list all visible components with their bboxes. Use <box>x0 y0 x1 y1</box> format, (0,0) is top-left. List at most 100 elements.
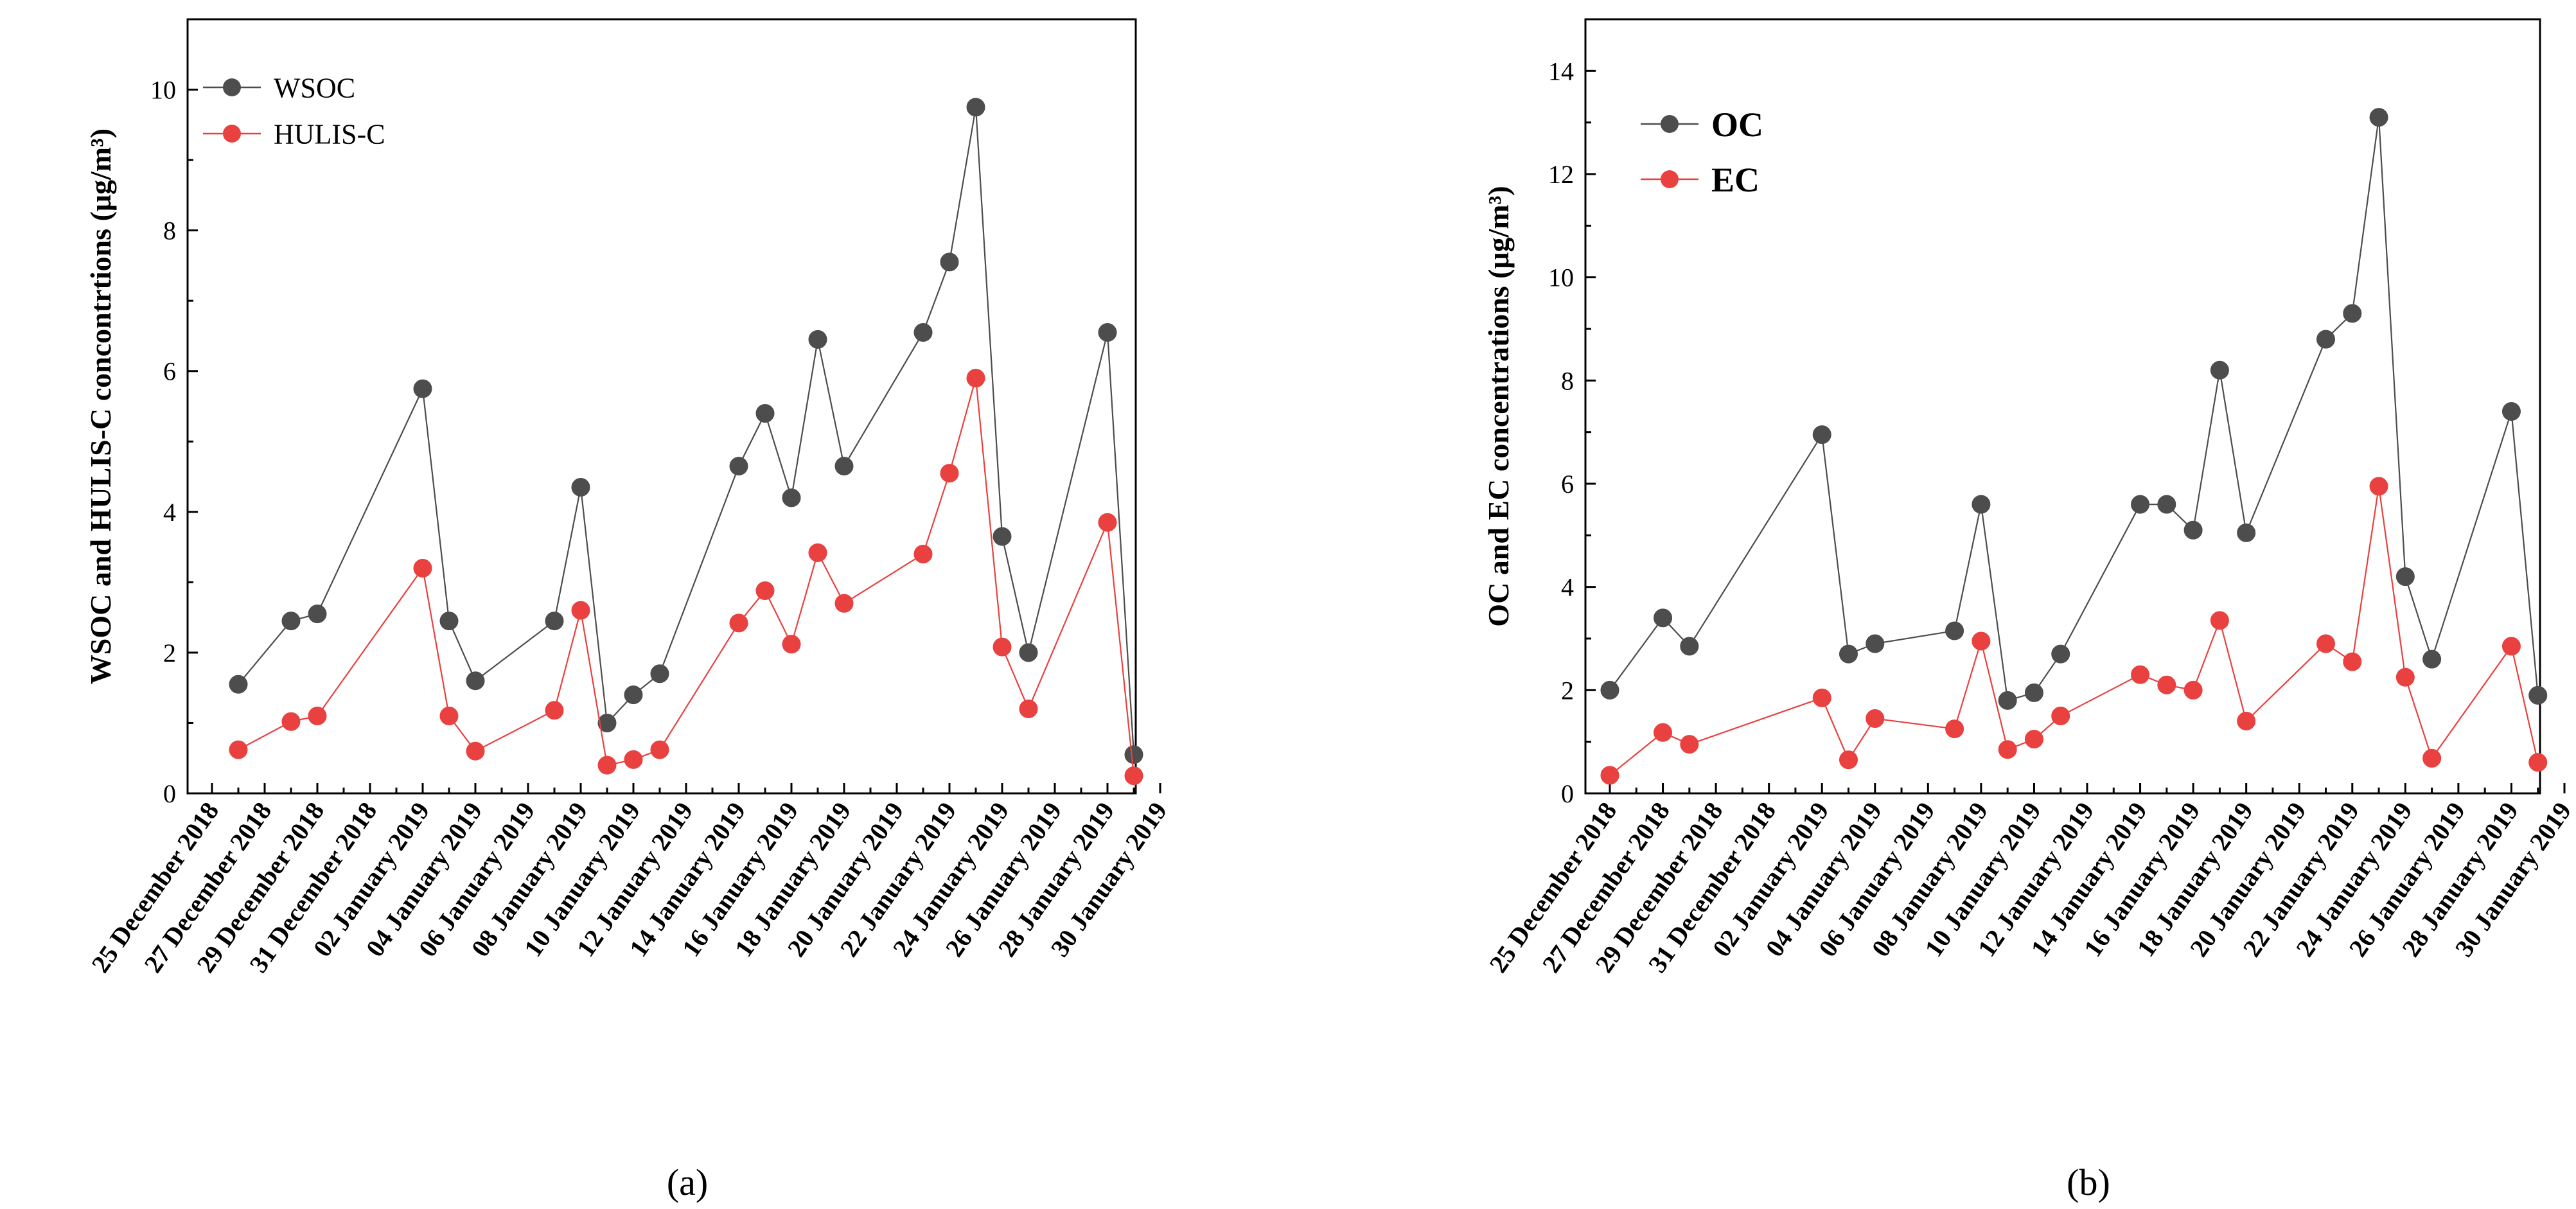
data-point-oc <box>2316 330 2335 349</box>
y-tick-label: 0 <box>1561 779 1574 808</box>
data-point-hulis-c <box>992 637 1012 657</box>
data-point-oc <box>1972 495 1991 514</box>
data-point-ec <box>2395 667 2415 687</box>
data-point-wsoc <box>650 664 669 684</box>
y-tick-label: 0 <box>163 779 176 808</box>
y-tick-label: 8 <box>163 216 176 245</box>
data-point-hulis-c <box>650 740 669 759</box>
data-point-oc <box>2369 108 2388 127</box>
data-point-oc <box>1866 634 1885 653</box>
y-tick-label: 10 <box>150 76 176 105</box>
data-point-hulis-c <box>1019 700 1038 719</box>
data-point-wsoc <box>992 527 1012 546</box>
data-point-wsoc <box>624 685 643 705</box>
y-tick-label: 4 <box>163 498 176 527</box>
y-tick-label: 10 <box>1548 263 1574 292</box>
legend-label-wsoc: WSOC <box>274 72 355 103</box>
data-point-oc <box>1998 691 2017 710</box>
data-point-ec <box>1680 735 1699 754</box>
data-point-ec <box>1972 631 1991 651</box>
data-point-wsoc <box>1019 643 1038 662</box>
data-point-hulis-c <box>782 635 801 654</box>
y-tick-label: 12 <box>1548 160 1574 189</box>
data-point-oc <box>2422 649 2442 669</box>
data-point-oc <box>2210 360 2229 380</box>
y-tick-label: 2 <box>163 639 176 667</box>
data-point-hulis-c <box>624 750 643 769</box>
data-point-ec <box>2501 637 2521 656</box>
legend-marker-ec <box>1661 170 1679 188</box>
data-point-wsoc <box>1098 322 1117 342</box>
data-point-oc <box>2051 644 2070 664</box>
data-point-hulis-c <box>413 558 432 578</box>
data-point-hulis-c <box>545 701 564 720</box>
data-point-oc <box>2528 685 2548 705</box>
data-point-oc <box>1654 608 1673 628</box>
data-point-ec <box>2210 611 2229 630</box>
data-point-oc <box>2131 495 2150 514</box>
data-point-wsoc <box>1124 745 1143 764</box>
data-point-oc <box>1600 680 1619 700</box>
data-point-hulis-c <box>229 740 248 759</box>
data-point-wsoc <box>940 252 959 272</box>
plot-frame <box>186 18 1137 795</box>
data-point-wsoc <box>808 330 827 349</box>
data-point-ec <box>2051 707 2070 725</box>
data-point-hulis-c <box>834 594 854 613</box>
data-point-hulis-c <box>597 755 617 775</box>
series-line-hulis-c <box>238 378 1135 776</box>
data-point-ec <box>1654 723 1673 742</box>
data-point-oc <box>1839 644 1858 664</box>
data-point-hulis-c <box>808 543 827 562</box>
data-point-ec <box>1839 750 1858 770</box>
data-point-ec <box>1998 740 2017 759</box>
data-point-oc <box>1680 637 1699 656</box>
data-point-oc <box>2024 683 2043 702</box>
data-point-ec <box>2237 712 2256 731</box>
data-point-ec <box>1945 719 1964 739</box>
data-point-oc <box>1945 621 1964 640</box>
data-point-hulis-c <box>308 707 327 725</box>
data-point-oc <box>2237 523 2256 542</box>
data-point-ec <box>2024 730 2043 749</box>
data-point-hulis-c <box>966 369 985 388</box>
y-tick-label: 6 <box>1561 470 1574 499</box>
legend-marker-wsoc <box>223 78 241 96</box>
data-point-wsoc <box>571 477 590 497</box>
y-axis-title: OC and EC concentrations (μg/m³) <box>1482 186 1515 626</box>
data-point-wsoc <box>545 612 564 631</box>
series-line-wsoc <box>238 107 1135 755</box>
data-point-hulis-c <box>466 741 485 761</box>
data-point-wsoc <box>439 612 459 631</box>
data-point-ec <box>2131 665 2150 684</box>
data-point-hulis-c <box>1124 766 1143 786</box>
data-point-ec <box>2343 652 2362 671</box>
plot-frame <box>1584 18 2541 795</box>
y-tick-label: 14 <box>1548 57 1574 85</box>
data-point-ec <box>2422 748 2442 768</box>
data-point-ec <box>2369 477 2388 496</box>
y-tick-label: 8 <box>1561 366 1574 395</box>
data-point-oc <box>2183 520 2203 540</box>
series-line-oc <box>1609 117 2539 702</box>
data-point-hulis-c <box>913 545 933 564</box>
data-point-ec <box>2316 634 2335 653</box>
data-point-ec <box>2183 680 2203 700</box>
data-point-wsoc <box>782 488 801 507</box>
legend-marker-hulis-c <box>223 125 241 143</box>
legend-label-hulis-c: HULIS-C <box>274 118 385 150</box>
data-point-ec <box>1812 688 1831 707</box>
data-point-oc <box>2343 304 2362 323</box>
data-point-wsoc <box>413 379 432 398</box>
y-tick-label: 2 <box>1561 676 1574 705</box>
data-point-wsoc <box>966 98 985 117</box>
data-point-hulis-c <box>281 712 301 731</box>
data-point-wsoc <box>308 604 327 624</box>
data-point-wsoc <box>229 675 248 694</box>
data-point-hulis-c <box>1098 513 1117 532</box>
data-point-oc <box>2501 402 2521 421</box>
y-axis-title: WSOC and HULIS-C concontrtions (μg/m³) <box>84 128 117 684</box>
data-point-wsoc <box>597 713 617 732</box>
